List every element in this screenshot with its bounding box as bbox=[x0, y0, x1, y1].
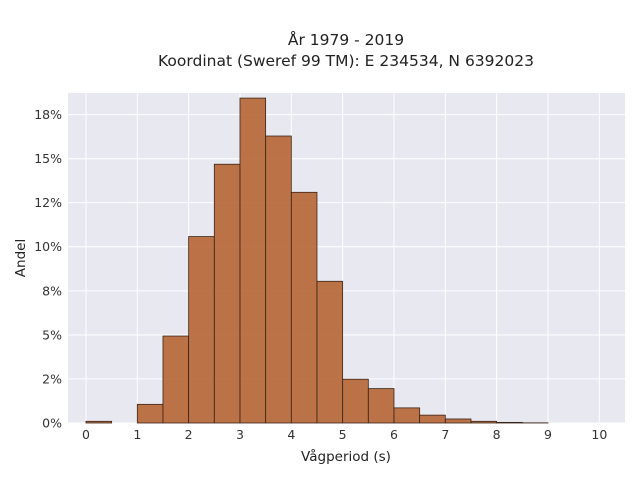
histogram-bar bbox=[265, 135, 292, 424]
y-tick-labels: 0% 2% 5% 8% 10% 12% 15% 18% bbox=[34, 107, 62, 430]
histogram-bar bbox=[136, 403, 164, 424]
chart-subtitle: Koordinat (Sweref 99 TM): E 234534, N 63… bbox=[158, 52, 534, 70]
x-tick-label: 9 bbox=[544, 427, 552, 442]
x-tick-label: 8 bbox=[493, 427, 501, 442]
x-tick-label: 2 bbox=[185, 427, 193, 442]
y-tick-label: 2% bbox=[42, 371, 62, 386]
x-tick-label: 10 bbox=[591, 427, 607, 442]
histogram-bar bbox=[316, 280, 344, 424]
histogram-bar bbox=[213, 163, 241, 424]
histogram-bar bbox=[290, 191, 318, 424]
x-axis-label: Vågperiod (s) bbox=[301, 448, 391, 465]
histogram-bar bbox=[393, 407, 421, 424]
histogram-bar bbox=[496, 421, 523, 424]
y-tick-label: 0% bbox=[42, 416, 62, 431]
x-tick-label: 7 bbox=[441, 427, 449, 442]
bars bbox=[85, 97, 549, 424]
y-tick-label: 5% bbox=[42, 327, 62, 342]
x-tick-label: 1 bbox=[133, 427, 141, 442]
y-tick-label: 18% bbox=[34, 107, 62, 122]
y-tick-label: 8% bbox=[42, 283, 62, 298]
y-axis-label: Andel bbox=[13, 239, 29, 277]
chart-title: År 1979 - 2019 bbox=[288, 30, 404, 49]
y-tick-label: 12% bbox=[34, 195, 62, 210]
histogram-bar bbox=[419, 414, 446, 424]
x-tick-label: 5 bbox=[339, 427, 347, 442]
x-tick-label: 3 bbox=[236, 427, 244, 442]
histogram-bar bbox=[85, 420, 113, 424]
histogram-bar bbox=[342, 378, 369, 424]
histogram-bar bbox=[188, 236, 215, 424]
x-tick-label: 4 bbox=[287, 427, 295, 442]
x-tick-label: 0 bbox=[82, 427, 90, 442]
histogram-bar bbox=[444, 418, 472, 424]
x-tick-label: 6 bbox=[390, 427, 398, 442]
histogram-bar bbox=[470, 420, 498, 424]
histogram-bar bbox=[367, 388, 395, 424]
x-tick-labels: 0 1 2 3 4 5 6 7 8 9 10 bbox=[82, 427, 607, 442]
histogram-bar bbox=[239, 97, 267, 424]
y-tick-label: 15% bbox=[34, 151, 62, 166]
y-tick-label: 10% bbox=[34, 239, 62, 254]
histogram-bar bbox=[162, 335, 190, 424]
plot-area bbox=[68, 93, 625, 423]
